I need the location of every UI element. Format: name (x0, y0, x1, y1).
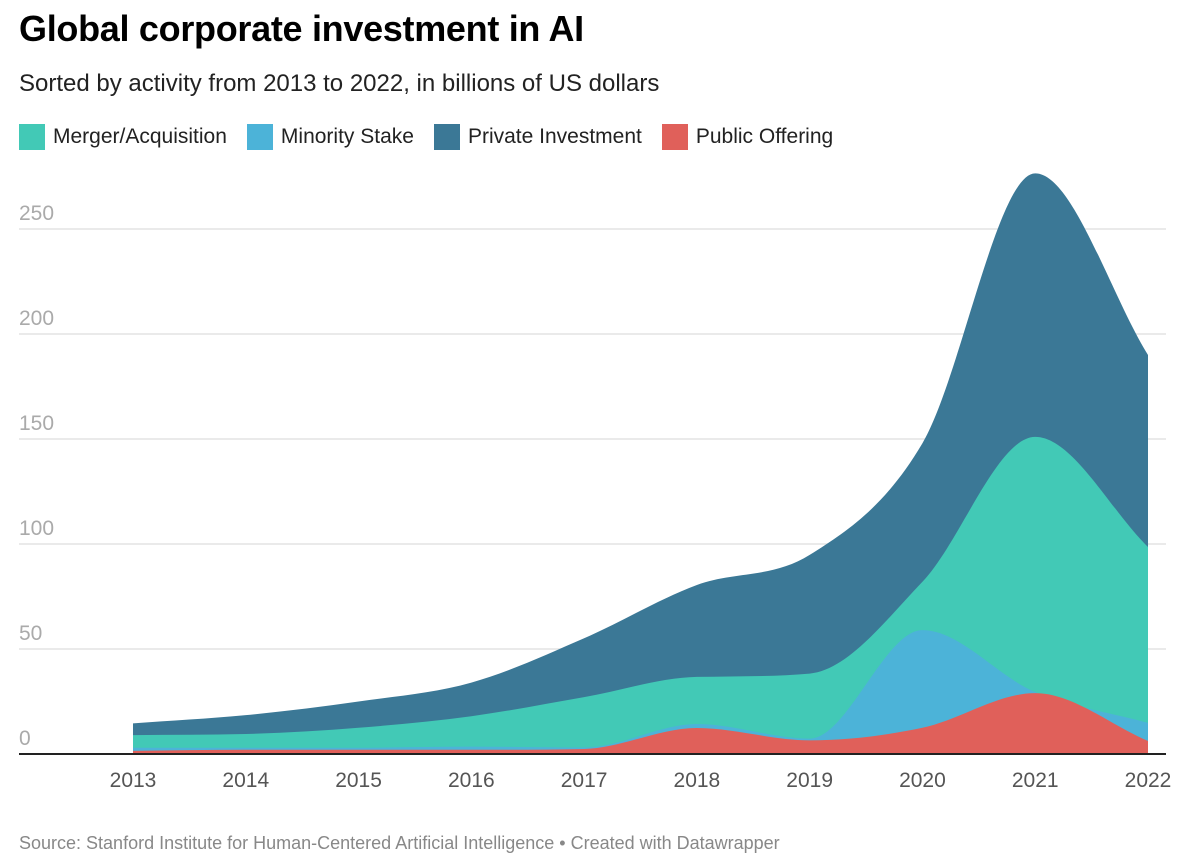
y-axis-ticks: 0 50 100 150 200 250 (19, 202, 54, 750)
legend-label: Minority Stake (280, 125, 414, 148)
legend-item-minority-stake[interactable]: Minority Stake (246, 124, 414, 150)
area-public-offering[interactable] (133, 693, 1148, 754)
y-tick-label: 50 (19, 622, 42, 645)
legend-label: Merger/Acquisition (53, 125, 227, 148)
legend-swatch-public-offering (661, 124, 688, 150)
legend-label: Private Investment (467, 125, 642, 148)
legend-item-private-investment[interactable]: Private Investment (433, 124, 642, 150)
legend-item-public-offering[interactable]: Public Offering (661, 124, 834, 150)
x-tick-label: 2019 (786, 769, 833, 792)
legend-label: Public Offering (695, 125, 834, 148)
area-minority-stake[interactable] (133, 630, 1148, 754)
x-tick-label: 2022 (1125, 769, 1172, 792)
legend: Merger/Acquisition Minority Stake Privat… (19, 124, 853, 150)
x-tick-label: 2014 (222, 769, 269, 792)
y-tick-label: 200 (19, 307, 54, 330)
chart-subtitle: Sorted by activity from 2013 to 2022, in… (19, 70, 660, 97)
stacked-areas (133, 173, 1148, 755)
legend-item-merger-acquisition[interactable]: Merger/Acquisition (19, 124, 227, 150)
x-axis-ticks: 2013 2014 2015 2016 2017 2018 2019 2020 2021 2022 (110, 769, 1172, 792)
y-tick-label: 150 (19, 412, 54, 435)
x-tick-label: 2013 (110, 769, 157, 792)
x-tick-label: 2020 (899, 769, 946, 792)
x-tick-label: 2021 (1012, 769, 1059, 792)
x-tick-label: 2016 (448, 769, 495, 792)
x-tick-label: 2017 (561, 769, 608, 792)
area-private-investment[interactable] (133, 173, 1148, 755)
y-tick-label: 0 (19, 727, 31, 750)
legend-swatch-merger-acquisition (19, 124, 45, 150)
chart-title: Global corporate investment in AI (19, 8, 584, 49)
x-tick-label: 2018 (674, 769, 721, 792)
y-tick-label: 100 (19, 517, 54, 540)
legend-swatch-private-investment (433, 124, 460, 150)
source-footer: Source: Stanford Institute for Human-Cen… (19, 833, 780, 853)
x-tick-label: 2015 (335, 769, 382, 792)
legend-swatch-minority-stake (246, 124, 273, 150)
y-tick-label: 250 (19, 202, 54, 225)
